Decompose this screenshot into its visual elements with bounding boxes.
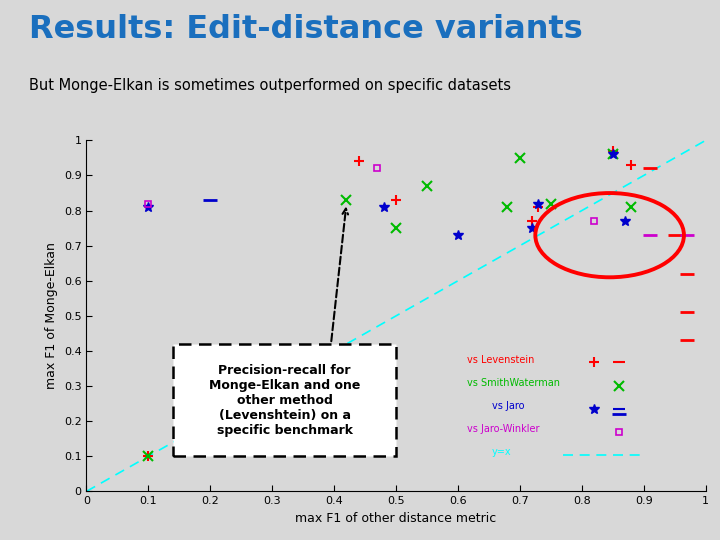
Text: Precision-recall for
Monge-Elkan and one
other method
(Levenshtein) on a
specifi: Precision-recall for Monge-Elkan and one… <box>209 363 360 437</box>
Text: vs SmithWaterman: vs SmithWaterman <box>467 378 560 388</box>
FancyBboxPatch shape <box>173 344 396 456</box>
Text: But Monge-Elkan is sometimes outperformed on specific datasets: But Monge-Elkan is sometimes outperforme… <box>29 78 510 93</box>
Text: vs Levenstein: vs Levenstein <box>467 355 534 365</box>
Text: vs Jaro-Winkler: vs Jaro-Winkler <box>467 424 540 434</box>
Text: y=x: y=x <box>492 447 512 456</box>
Text: vs Jaro: vs Jaro <box>492 401 524 411</box>
Text: Results: Edit-distance variants: Results: Edit-distance variants <box>29 14 582 44</box>
Y-axis label: max F1 of Monge-Elkan: max F1 of Monge-Elkan <box>45 242 58 389</box>
X-axis label: max F1 of other distance metric: max F1 of other distance metric <box>295 512 497 525</box>
